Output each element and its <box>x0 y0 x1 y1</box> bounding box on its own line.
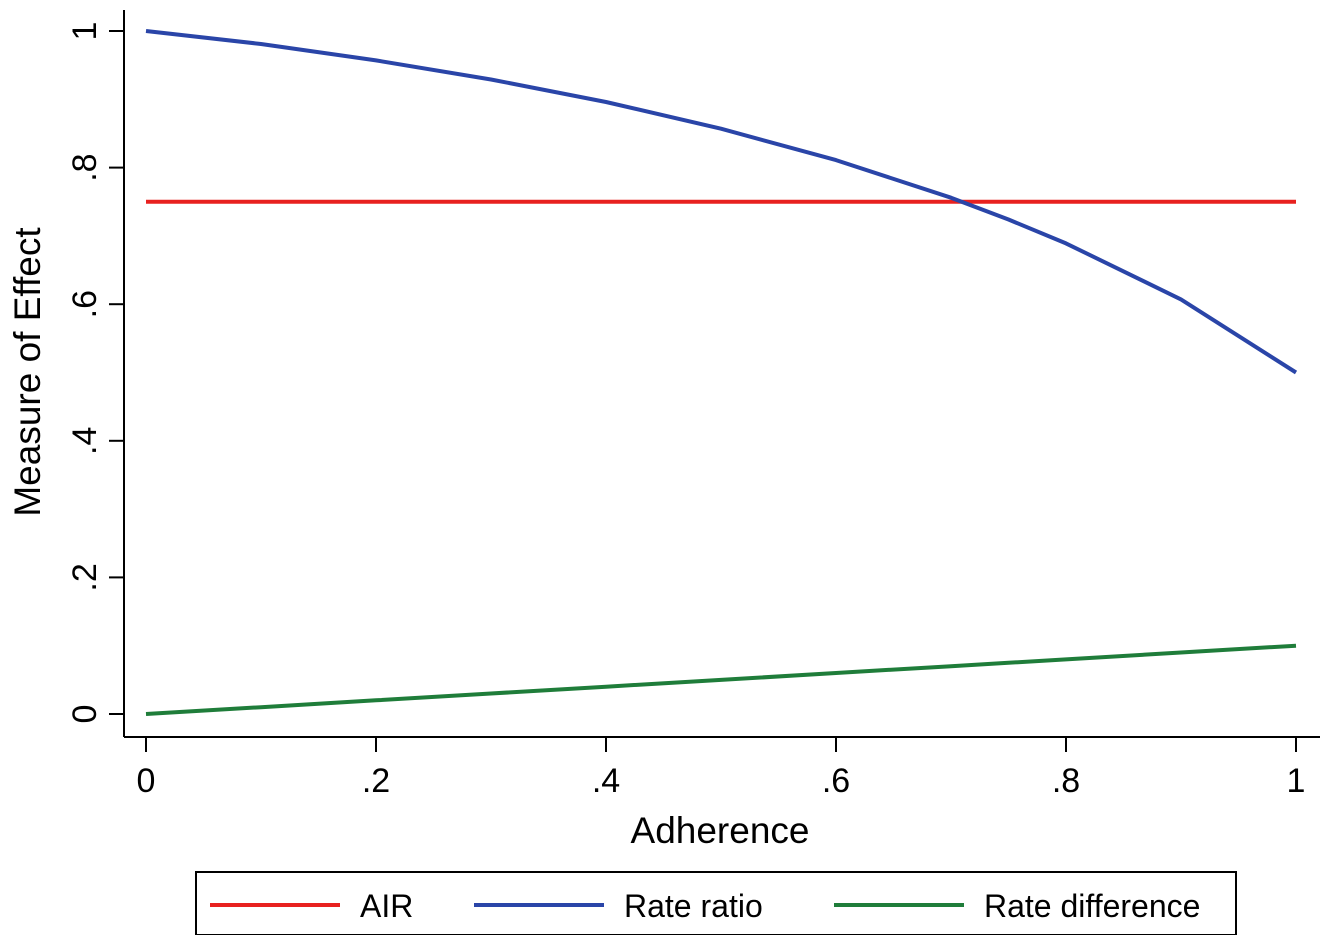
y-tick-label: 1 <box>66 22 104 41</box>
y-tick-label: .4 <box>66 427 104 455</box>
legend-label-air: AIR <box>360 888 413 924</box>
x-tick-label: .6 <box>822 762 850 800</box>
x-tick-label: .2 <box>362 762 390 800</box>
ticks: 0 .2 .4 .6 .8 1 0 .2 .4 .6 .8 1 <box>66 22 1305 800</box>
x-tick-label: .8 <box>1052 762 1080 800</box>
x-tick-label: 0 <box>137 762 156 800</box>
x-axis-title: Adherence <box>631 810 810 851</box>
legend: AIR Rate ratio Rate difference <box>195 871 1237 935</box>
y-tick-label: .8 <box>66 153 104 181</box>
legend-label-rate-ratio: Rate ratio <box>624 888 763 924</box>
series-line-rate-difference <box>145 643 1297 716</box>
y-tick-label: 0 <box>66 705 104 724</box>
x-tick-label: 1 <box>1287 762 1306 800</box>
axes <box>123 10 1320 738</box>
plot-area <box>145 29 1298 716</box>
y-axis-title: Measure of Effect <box>7 227 48 517</box>
legend-box <box>195 871 1237 935</box>
y-tick-label: .2 <box>66 563 104 591</box>
y-tick-label: .6 <box>66 290 104 318</box>
legend-label-rate-difference: Rate difference <box>984 888 1200 924</box>
series-line-rate-ratio <box>145 29 1298 375</box>
x-tick-label: .4 <box>592 762 620 800</box>
